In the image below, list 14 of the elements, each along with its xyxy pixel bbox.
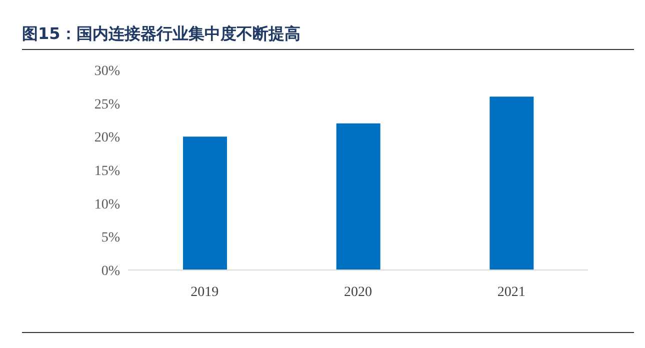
y-tick-label: 25% bbox=[94, 97, 120, 112]
x-tick-label: 2021 bbox=[497, 284, 526, 300]
x-tick-label: 2019 bbox=[190, 284, 219, 300]
y-tick-label: 15% bbox=[94, 164, 120, 179]
y-tick-label: 20% bbox=[94, 130, 120, 146]
chart-title: 图15：国内连接器行业集中度不断提高 bbox=[22, 24, 300, 45]
y-tick-label: 10% bbox=[94, 197, 120, 212]
bar bbox=[490, 96, 534, 270]
bar bbox=[336, 123, 380, 270]
y-tick-label: 30% bbox=[94, 64, 120, 79]
x-tick-label: 2020 bbox=[344, 284, 372, 300]
y-tick-label: 0% bbox=[101, 264, 120, 279]
y-tick-label: 5% bbox=[101, 230, 120, 246]
bar bbox=[183, 136, 227, 270]
